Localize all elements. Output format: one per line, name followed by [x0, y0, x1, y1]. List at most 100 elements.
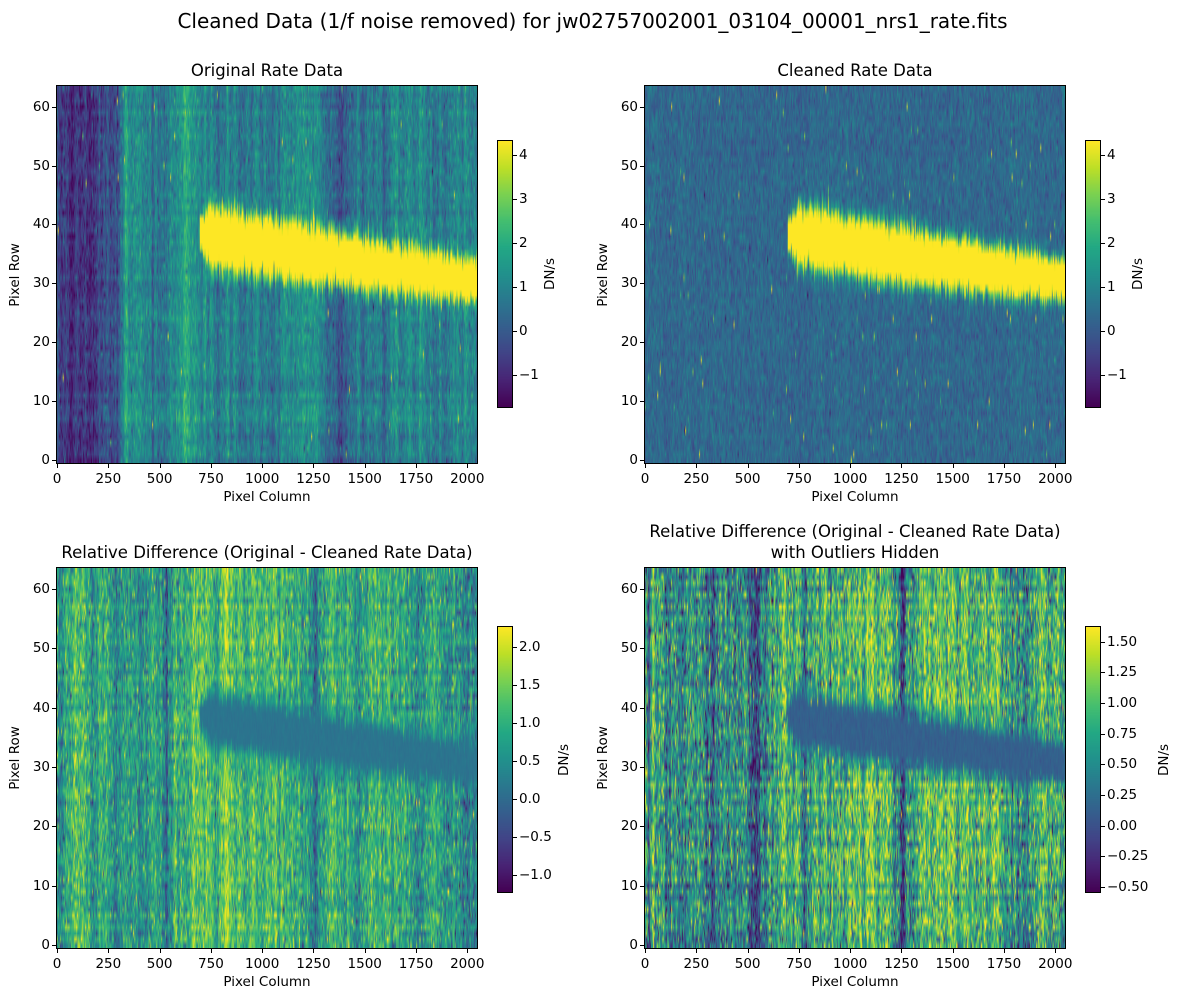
x-tick-mark	[1003, 949, 1005, 953]
y-tick-mark	[52, 648, 56, 650]
y-tick-mark	[640, 707, 644, 709]
y-tick-label: 0	[629, 452, 638, 469]
y-tick-label: 30	[32, 758, 50, 775]
colorbar-tick-mark	[513, 684, 517, 686]
y-tick-mark	[640, 648, 644, 650]
x-tick-label: 2000	[450, 471, 485, 487]
colorbar-tick-mark	[1101, 733, 1105, 735]
y-tick-mark	[52, 766, 56, 768]
colorbar-tick-label: 0.25	[1107, 787, 1138, 804]
y-tick-label: 0	[629, 937, 638, 954]
colorbar-tick-mark	[513, 243, 517, 245]
heatmap-image	[645, 86, 1065, 463]
x-tick-label: 1750	[986, 956, 1022, 972]
colorbar-tick-mark	[1101, 375, 1105, 377]
colorbar-image	[498, 141, 512, 407]
colorbar-tick-mark	[1101, 287, 1105, 289]
y-tick-label: 20	[620, 334, 638, 351]
x-tick-mark	[645, 949, 647, 953]
colorbar-tick-label: 1.50	[1107, 633, 1138, 650]
colorbar-tick-label: 0.00	[1107, 817, 1138, 834]
colorbar-tick-mark	[513, 646, 517, 648]
colorbar-tick-label: 0.50	[1107, 756, 1138, 773]
y-tick-label: 60	[32, 580, 50, 597]
y-tick-mark	[52, 460, 56, 462]
y-tick-mark	[52, 401, 56, 403]
x-tick-label: 1500	[935, 471, 970, 487]
x-tick-mark	[415, 464, 417, 468]
x-tick-label: 1250	[296, 471, 331, 487]
y-tick-label: 10	[620, 393, 638, 410]
x-tick-mark	[952, 949, 954, 953]
y-tick-label: 30	[620, 275, 638, 292]
colorbar-tick-label: 1	[519, 279, 528, 296]
x-tick-mark	[696, 949, 698, 953]
y-tick-mark	[640, 283, 644, 285]
x-tick-mark	[467, 949, 469, 953]
x-tick-label: 2000	[1038, 956, 1073, 972]
y-tick-label: 40	[620, 699, 638, 716]
y-tick-mark	[640, 224, 644, 226]
y-tick-label: 60	[620, 98, 638, 115]
x-tick-label: 1250	[884, 471, 919, 487]
colorbar-tick-label: −1	[1107, 367, 1127, 384]
colorbar-image	[498, 627, 512, 892]
x-tick-mark	[364, 464, 366, 468]
y-tick-label: 10	[32, 877, 50, 894]
subplot-title: Cleaned Rate Data	[777, 61, 933, 80]
y-tick-label: 40	[620, 216, 638, 233]
colorbar-tick-mark	[513, 722, 517, 724]
y-tick-label: 20	[620, 818, 638, 835]
x-tick-mark	[262, 949, 264, 953]
colorbar-tick-mark	[513, 799, 517, 801]
colorbar-tick-mark	[1101, 199, 1105, 201]
y-tick-label: 50	[620, 640, 638, 657]
x-tick-label: 250	[683, 956, 710, 972]
x-tick-label: 250	[95, 471, 122, 487]
y-tick-label: 60	[32, 98, 50, 115]
y-tick-label: 10	[32, 393, 50, 410]
y-tick-mark	[52, 283, 56, 285]
colorbar-tick-label: 1.25	[1107, 664, 1138, 681]
y-tick-mark	[640, 342, 644, 344]
y-tick-mark	[52, 826, 56, 828]
y-tick-mark	[640, 588, 644, 590]
y-tick-label: 50	[32, 640, 50, 657]
y-tick-mark	[52, 165, 56, 167]
x-tick-label: 2000	[1038, 471, 1073, 487]
y-tick-mark	[640, 460, 644, 462]
y-tick-mark	[52, 707, 56, 709]
y-tick-label: 20	[32, 818, 50, 835]
x-tick-mark	[1055, 464, 1057, 468]
x-tick-label: 0	[640, 956, 650, 972]
y-tick-label: 40	[32, 216, 50, 233]
x-axis-label: Pixel Column	[223, 489, 311, 505]
colorbar-tick-mark	[1101, 856, 1105, 858]
x-tick-label: 750	[198, 956, 224, 972]
x-tick-mark	[210, 949, 212, 953]
y-tick-mark	[640, 885, 644, 887]
x-tick-mark	[108, 949, 110, 953]
x-tick-mark	[901, 949, 903, 953]
colorbar-tick-label: 2	[1107, 235, 1116, 252]
x-tick-label: 1500	[347, 471, 382, 487]
figure-title: Cleaned Data (1/f noise removed) for jw0…	[177, 9, 1008, 33]
colorbar-tick-mark	[513, 761, 517, 763]
colorbar-tick-label: −1	[519, 367, 539, 384]
colorbar-tick-label: 0.5	[519, 753, 541, 770]
y-tick-label: 20	[32, 334, 50, 351]
x-tick-mark	[108, 464, 110, 468]
y-tick-mark	[52, 224, 56, 226]
colorbar-tick-label: 4	[1107, 147, 1116, 164]
colorbar-tick-label: 2	[519, 235, 528, 252]
y-tick-mark	[640, 945, 644, 947]
y-tick-label: 0	[41, 452, 50, 469]
x-axis-label: Pixel Column	[811, 974, 899, 990]
y-tick-mark	[52, 885, 56, 887]
colorbar-tick-label: 2.0	[519, 638, 541, 655]
colorbar-tick-label: 4	[519, 147, 528, 164]
colorbar-tick-mark	[513, 837, 517, 839]
colorbar-tick-mark	[513, 287, 517, 289]
x-tick-label: 750	[786, 471, 812, 487]
